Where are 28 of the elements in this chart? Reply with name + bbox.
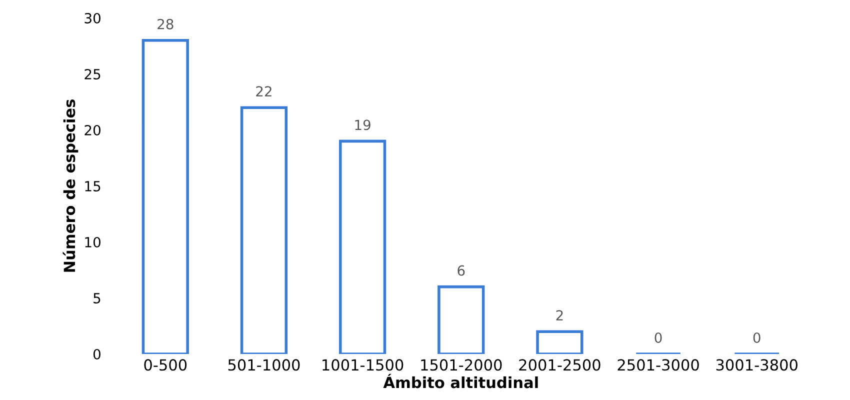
x-tick-label: 2001-2500 [519,359,600,371]
bar [438,285,485,354]
y-tick-label: 20 [84,124,100,136]
data-label: 0 [654,332,662,343]
x-axis-title: Ámbito altitudinal [383,374,538,388]
y-tick-label: 5 [94,293,100,304]
y-tick-label: 30 [84,12,100,24]
y-tick-label: 25 [84,68,100,80]
x-tick-label: 0-500 [144,359,187,371]
x-tick-label: 1001-1500 [322,359,404,371]
x-tick-label: 2501-3000 [618,359,699,371]
data-label: 2 [556,310,563,320]
data-label: 28 [158,18,174,30]
x-tick-label: 3001-3800 [716,359,798,371]
bar [240,106,288,354]
bar [338,140,386,354]
x-tick-label: 501-1000 [228,359,300,371]
data-label: 22 [256,86,272,96]
y-tick-label: 0 [93,348,100,360]
data-label: 6 [458,265,465,276]
x-tick-label: 1501-2000 [421,359,502,371]
data-label: 19 [355,120,370,130]
y-axis-title: Número de especies [62,100,78,272]
y-tick-label: 10 [85,236,100,248]
bar [536,330,584,354]
bar [142,39,189,354]
data-label: 0 [753,332,760,343]
y-tick-label: 15 [85,181,100,192]
